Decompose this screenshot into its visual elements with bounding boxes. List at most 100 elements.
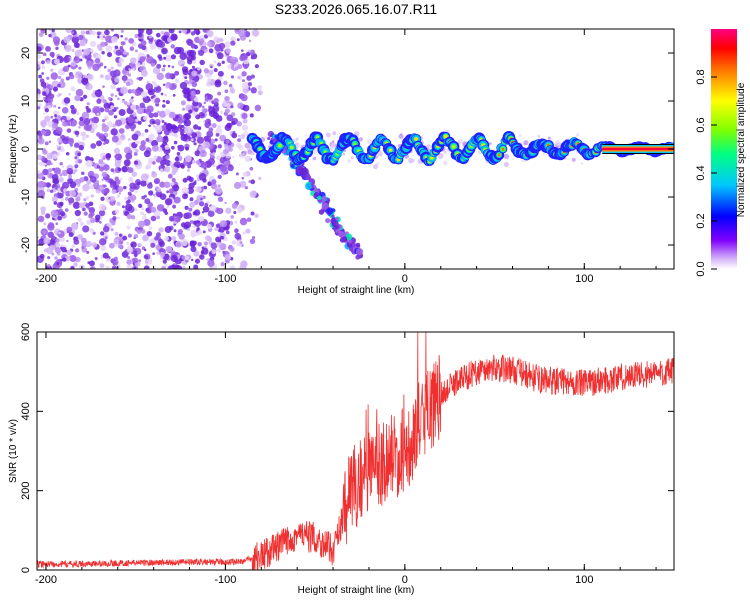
spectrogram-noise-mark — [236, 38, 240, 42]
spectrogram-noise-mark — [241, 79, 245, 83]
spectrogram-noise-mark — [165, 245, 173, 253]
spectrogram-noise-mark — [193, 264, 199, 269]
spectrogram-noise-mark — [157, 188, 162, 193]
spectrogram-noise-mark — [58, 92, 62, 97]
spectrogram-noise-mark — [127, 256, 131, 260]
spectrogram-noise-mark — [47, 231, 54, 238]
spectrogram-noise-mark — [214, 227, 218, 232]
spectrogram-noise-mark — [217, 184, 221, 188]
spectrogram-noise-mark — [79, 177, 85, 183]
spectrogram-noise-mark — [212, 152, 216, 156]
spectrogram-noise-mark — [133, 266, 137, 269]
spectrogram-noise-mark — [140, 132, 145, 137]
spectrogram-noise-mark — [102, 142, 106, 146]
spectrogram-noise-mark — [174, 78, 180, 84]
spectrogram-noise-mark — [87, 73, 93, 80]
spectrogram-noise-mark — [126, 213, 132, 220]
spectrogram-noise-mark — [177, 118, 182, 123]
spectrogram-noise-mark — [63, 36, 71, 44]
spectrogram-noise-mark — [207, 181, 212, 186]
spectrogram-noise-mark — [200, 161, 208, 169]
spectrogram-noise-mark — [112, 259, 119, 266]
spectrogram-noise-mark — [122, 235, 128, 241]
spectrogram-noise-mark — [236, 207, 243, 213]
spectrogram-noise-mark — [148, 133, 155, 140]
spectrogram-noise-mark — [92, 63, 100, 72]
spectrogram-noise-mark — [206, 258, 210, 262]
spectrogram-noise-mark — [135, 118, 139, 122]
spectrogram-noise-mark — [217, 70, 224, 77]
spectrogram-noise-mark — [170, 44, 176, 49]
spectrogram-noise-mark — [167, 64, 171, 68]
spectrogram-noise-mark — [75, 134, 79, 138]
spectrogram-noise-mark — [131, 133, 139, 141]
spectrogram-noise-mark — [167, 173, 173, 179]
spectrogram-noise-mark — [240, 94, 248, 102]
spectrogram-noise-mark — [169, 161, 174, 166]
spectrogram-noise-mark — [249, 238, 256, 244]
spectrogram-noise-mark — [52, 153, 58, 160]
spectrogram-noise-mark — [110, 105, 115, 110]
spectrogram-noise-mark — [126, 225, 131, 230]
spectrogram-noise-mark — [37, 130, 41, 135]
spectrogram-noise-mark — [99, 238, 107, 246]
spectrogram-noise-mark — [92, 231, 96, 235]
spectrogram-noise-mark — [162, 83, 166, 87]
spectrogram-noise-mark — [117, 243, 123, 249]
spectrogram-noise-mark — [77, 152, 81, 157]
spectrogram-noise-mark — [120, 34, 124, 38]
spectrogram-noise-mark — [123, 80, 126, 84]
spectrogram-noise-mark — [242, 118, 248, 124]
spectrogram-noise-mark — [141, 207, 145, 211]
spectrogram-noise-mark — [37, 215, 45, 223]
spectrogram-noise-mark — [44, 108, 49, 113]
spectrogram-noise-mark — [428, 145, 432, 149]
spectrogram-noise-mark — [159, 193, 167, 200]
spectrogram-noise-mark — [96, 112, 100, 116]
spectrogram-noise-mark — [152, 66, 161, 75]
spectrogram-noise-mark — [100, 41, 106, 48]
spectrogram-noise-mark — [53, 104, 57, 108]
spectrogram-noise-mark — [102, 225, 110, 233]
spectrogram-noise-mark — [225, 97, 228, 100]
spectrogram-noise-mark — [164, 54, 172, 62]
spectrogram-noise-mark — [156, 121, 161, 126]
spectrogram-noise-mark — [121, 75, 128, 82]
spectrogram-noise-mark — [179, 52, 188, 60]
spectrogram-noise-mark — [220, 48, 224, 52]
spectrogram-noise-mark — [101, 51, 105, 55]
spectrogram-noise-mark — [85, 240, 92, 248]
spectrogram-noise-mark — [169, 132, 173, 136]
spectrogram-noise-mark — [126, 259, 132, 265]
spectrogram-noise-mark — [53, 201, 58, 205]
spectrogram-noise-mark — [80, 131, 86, 137]
spectrogram-noise-mark — [146, 105, 154, 113]
spectrogram-noise-mark — [150, 62, 156, 67]
spectrogram-noise-mark — [82, 184, 90, 192]
spectrogram-noise-mark — [140, 91, 148, 98]
spectrogram-noise-mark — [125, 81, 131, 87]
spectrogram-noise-mark — [78, 202, 85, 209]
spectrogram-noise-mark — [48, 33, 52, 38]
spectrogram-noise-mark — [51, 122, 58, 129]
spectrogram-noise-mark — [96, 165, 101, 169]
spectrogram-noise-mark — [312, 156, 317, 161]
spectrogram-noise-mark — [99, 220, 102, 224]
spectrogram-noise-mark — [137, 86, 141, 90]
spectrogram-noise-mark — [191, 132, 198, 138]
spectrogram-noise-mark — [186, 186, 195, 195]
spectrogram-noise-mark — [41, 72, 44, 75]
spectrogram-noise-mark — [39, 253, 45, 259]
spectrogram-noise-mark — [163, 135, 168, 140]
spectrogram-noise-mark — [68, 197, 75, 204]
spectrogram-branch-mark — [325, 218, 331, 224]
spectrogram-noise-mark — [59, 201, 64, 207]
spectrogram-noise-mark — [227, 164, 234, 172]
spectrogram-noise-mark — [196, 136, 204, 144]
spectrogram-ytick-label: 20 — [20, 47, 32, 59]
spectrogram-noise-mark — [127, 73, 132, 77]
spectrogram-noise-mark — [230, 36, 236, 42]
spectrogram-noise-mark — [51, 80, 60, 89]
spectrogram-noise-mark — [134, 49, 139, 53]
spectrogram-noise-mark — [99, 107, 105, 113]
